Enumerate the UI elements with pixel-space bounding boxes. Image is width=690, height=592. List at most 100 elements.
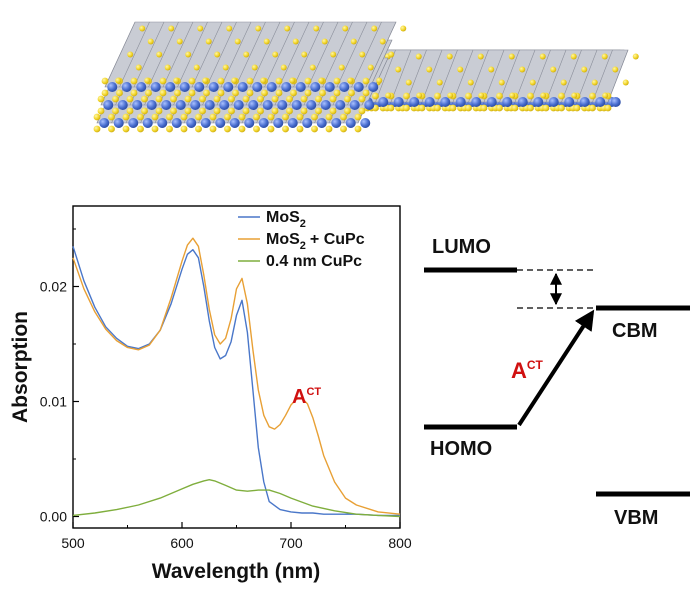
sulfur-atom [272, 51, 279, 58]
sulfur-atom [354, 113, 362, 121]
sulfur-atom [97, 95, 105, 103]
sulfur-atom [166, 125, 173, 133]
sulfur-atom [261, 89, 268, 97]
sulfur-atom [93, 125, 101, 133]
bond [431, 62, 438, 77]
sulfur-atom [347, 77, 354, 84]
sulfur-atom [467, 79, 474, 86]
sulfur-atom [311, 113, 318, 121]
bond [493, 62, 500, 77]
sulfur-atom [362, 77, 370, 85]
sulfur-atom [260, 77, 267, 84]
sulfur-atom [400, 25, 407, 32]
sulfur-atom [127, 51, 134, 58]
series-line-1 [72, 237, 401, 515]
sulfur-atom [253, 113, 260, 121]
molybdenum-atom [150, 82, 161, 92]
sulfur-atom [301, 51, 308, 58]
sulfur-atom [115, 77, 122, 84]
bond [313, 60, 321, 75]
bond [151, 34, 159, 49]
sulfur-atom [589, 104, 596, 112]
sulfur-atom [164, 64, 171, 71]
sulfur-atom [168, 25, 175, 32]
sulfur-atom [205, 38, 212, 45]
bond [137, 34, 144, 49]
sulfur-atom [246, 89, 254, 97]
molybdenum-atom [287, 118, 298, 128]
molybdenum-atom [378, 97, 389, 107]
molybdenum-atom [190, 100, 201, 110]
bond [270, 60, 277, 75]
sulfur-atom [622, 79, 629, 86]
sulfur-atom [426, 66, 433, 73]
molybdenum-atom [310, 82, 321, 92]
sulfur-atom [358, 107, 366, 115]
sulfur-atom [571, 92, 578, 99]
bond [131, 47, 138, 62]
sulfur-atom [376, 77, 383, 84]
sulfur-atom [267, 113, 275, 121]
sulfur-atom [202, 77, 209, 84]
sulfur-atom [304, 89, 312, 97]
sulfur-atom [199, 95, 206, 103]
sulfur-atom [284, 25, 291, 32]
bond [363, 47, 370, 62]
molybdenum-atom [121, 82, 132, 92]
bond [319, 47, 327, 62]
sulfur-atom [184, 107, 192, 115]
act-transition-label: ACT [511, 358, 544, 383]
bond [174, 47, 182, 62]
sulfur-atom [257, 107, 264, 115]
sulfur-atom [449, 104, 457, 112]
sulfur-atom [271, 107, 279, 115]
sulfur-atom [478, 92, 485, 99]
sulfur-atom [267, 125, 275, 133]
sulfur-atom [325, 125, 333, 133]
sulfur-atom [188, 89, 196, 97]
molybdenum-atom [99, 118, 110, 128]
bond [195, 34, 202, 49]
bond [267, 34, 275, 49]
mos2-crystal-illustration [93, 21, 639, 133]
sulfur-atom [405, 79, 412, 86]
bond [305, 47, 312, 62]
sulfur-atom [155, 95, 163, 103]
sulfur-atom [173, 77, 180, 84]
sulfur-atom [362, 89, 370, 97]
axis-ticks: 500 600 700 800 0.00 0.01 0.02 [40, 228, 412, 551]
bond [405, 49, 412, 64]
sulfur-atom [228, 107, 235, 115]
molybdenum-atom [320, 100, 331, 110]
sulfur-atom [238, 113, 246, 121]
molybdenum-atom [440, 97, 451, 107]
sulfur-atom [228, 95, 235, 103]
bond [128, 21, 136, 36]
sulfur-atom [226, 25, 233, 32]
sulfur-atom [403, 92, 410, 100]
bond [385, 62, 391, 77]
bond [273, 21, 281, 36]
sulfur-atom [325, 113, 333, 121]
sulfur-atom [147, 38, 154, 45]
bond [357, 60, 364, 75]
sulfur-atom [209, 125, 217, 133]
sulfur-atom [329, 107, 337, 115]
sulfur-atom [344, 95, 351, 103]
homo-label: HOMO [430, 438, 492, 460]
sulfur-atom [242, 95, 250, 103]
sulfur-atom [145, 89, 152, 97]
sulfur-atom [126, 95, 134, 103]
sulfur-atom [289, 77, 296, 84]
bond [230, 21, 237, 36]
sulfur-atom [333, 77, 341, 85]
bond [467, 49, 474, 64]
bond [296, 34, 304, 49]
sulfur-atom [359, 51, 366, 58]
sulfur-atom [540, 92, 547, 99]
sulfur-atom [321, 38, 328, 45]
sulfur-atom [371, 25, 378, 32]
sulfur-atom [292, 38, 299, 45]
sulfur-atom [591, 79, 598, 86]
bond [340, 34, 347, 49]
